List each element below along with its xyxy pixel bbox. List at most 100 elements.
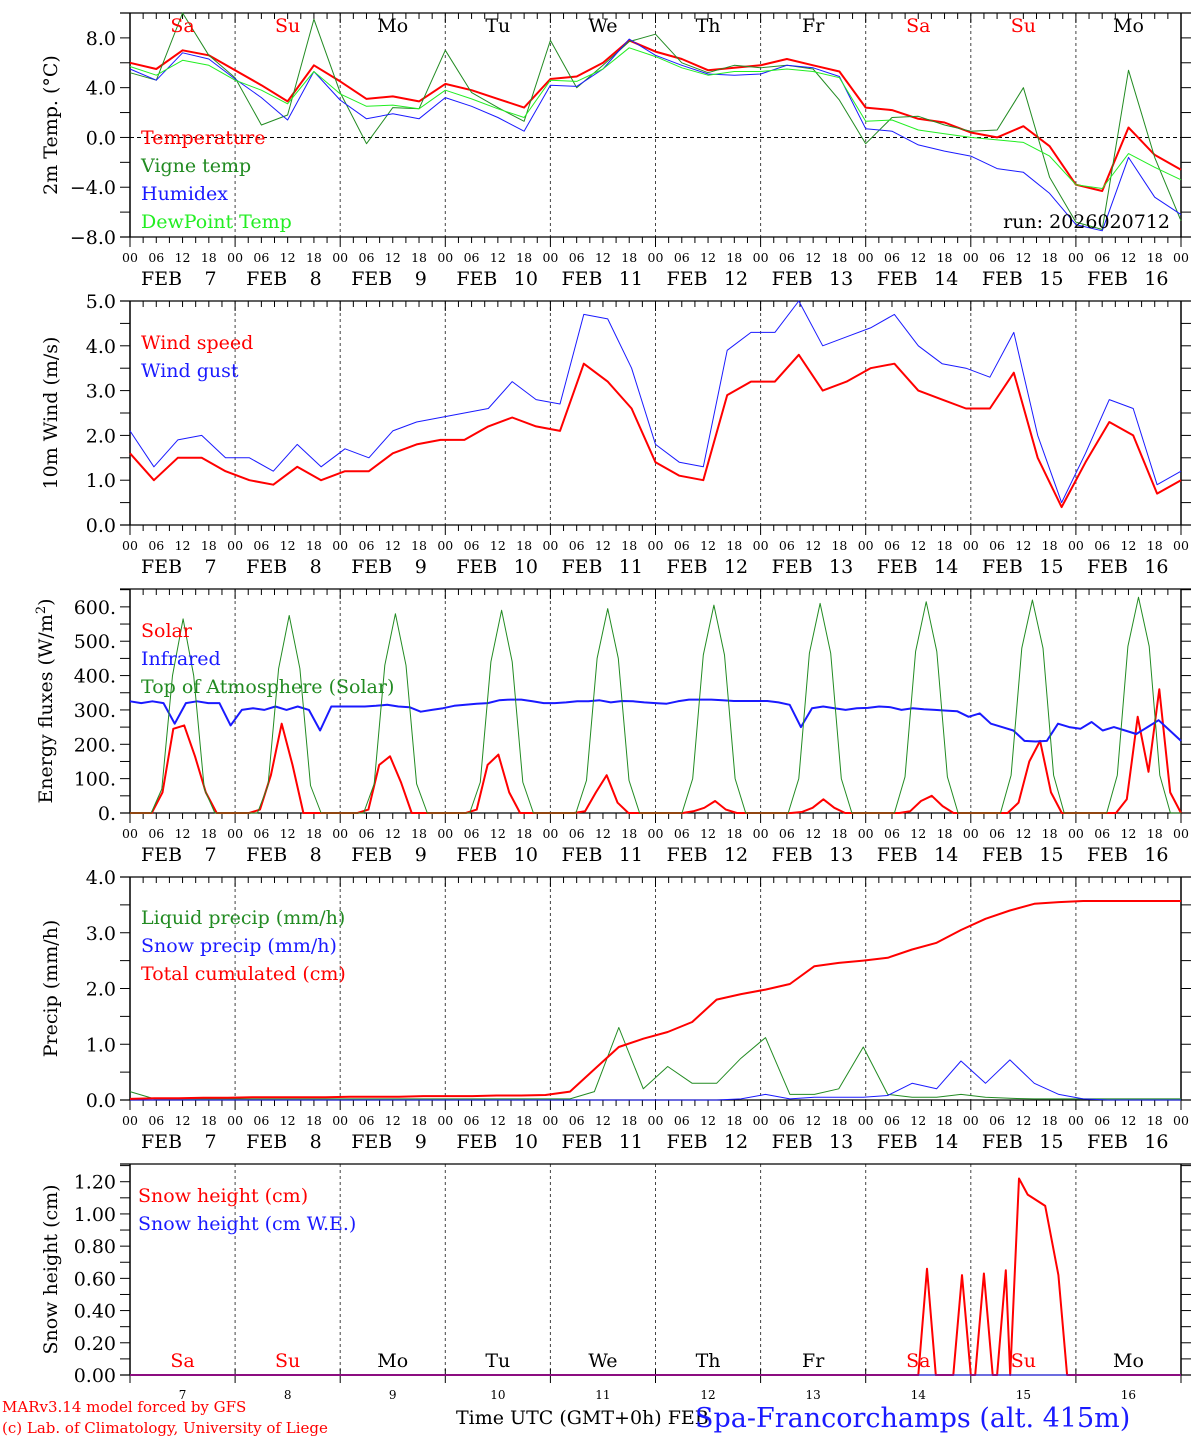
weekday-label: Sa <box>170 1350 194 1372</box>
y-tick-label: 3.0 <box>86 381 116 403</box>
month-label: FEB <box>561 844 602 866</box>
weekday-label: Sa <box>906 1350 930 1372</box>
hour-tick-label: 18 <box>621 1113 637 1128</box>
y-tick-label: 4.0 <box>86 78 116 100</box>
hour-tick-label: 00 <box>542 1113 558 1128</box>
weekday-label: Tu <box>485 15 510 37</box>
hour-tick-label: 12 <box>1120 826 1136 841</box>
hour-tick-label: 18 <box>937 538 953 553</box>
y-tick-label: 2.0 <box>86 979 116 1001</box>
hour-tick-label: 06 <box>674 250 690 265</box>
hour-tick-label: 12 <box>490 826 506 841</box>
hour-tick-label: 00 <box>542 826 558 841</box>
y-tick-label: 100. <box>74 769 116 791</box>
date-label: 13 <box>829 1131 853 1153</box>
date-label: 8 <box>284 1388 292 1402</box>
hour-tick-label: 18 <box>516 1113 532 1128</box>
hour-tick-label: 18 <box>306 538 322 553</box>
model-credit: MARv3.14 model forced by GFS <box>2 1398 247 1416</box>
weekday-label: We <box>588 1350 617 1372</box>
weekday-label: Sa <box>906 15 930 37</box>
date-label: 7 <box>205 844 217 866</box>
hour-tick-label: 18 <box>621 538 637 553</box>
hour-tick-label: 18 <box>516 826 532 841</box>
hour-tick-label: 12 <box>175 1113 191 1128</box>
hour-tick-label: 00 <box>1173 1113 1189 1128</box>
hour-tick-label: 12 <box>1015 1113 1031 1128</box>
hour-tick-label: 12 <box>490 538 506 553</box>
series-line-total-cumulated-cm <box>129 900 1181 1100</box>
hour-tick-label: 06 <box>1094 250 1110 265</box>
date-label: 12 <box>700 1388 715 1402</box>
hour-tick-label: 18 <box>621 250 637 265</box>
series-line-vigne-temp <box>129 12 1182 230</box>
y-tick-label: 600. <box>74 597 116 619</box>
date-label: 12 <box>724 844 748 866</box>
legend-entry: Solar <box>141 620 193 642</box>
date-label: 15 <box>1039 1131 1063 1153</box>
y-axis-label: 2m Temp. (°C) <box>40 55 62 195</box>
hour-tick-label: 06 <box>779 250 795 265</box>
hour-tick-label: 12 <box>280 538 296 553</box>
date-label: 14 <box>911 1388 927 1402</box>
hour-tick-label: 18 <box>1042 538 1058 553</box>
month-label: FEB <box>351 268 392 290</box>
y-tick-label: 4.0 <box>86 336 116 358</box>
hour-tick-label: 06 <box>359 250 375 265</box>
hour-tick-label: 12 <box>805 538 821 553</box>
weekday-label: Su <box>275 15 300 37</box>
month-label: FEB <box>877 268 918 290</box>
date-label: 16 <box>1144 1131 1168 1153</box>
hour-tick-label: 06 <box>779 1113 795 1128</box>
hour-tick-label: 06 <box>148 538 164 553</box>
date-label: 11 <box>619 556 643 578</box>
hour-tick-label: 12 <box>385 1113 401 1128</box>
series-line-wind-speed <box>129 353 1182 509</box>
hour-tick-label: 18 <box>1147 538 1163 553</box>
month-label: FEB <box>982 556 1023 578</box>
y-axis-label: Energy fluxes (W/m2) <box>34 598 57 803</box>
y-tick-label: 1.00 <box>74 1204 116 1226</box>
y-tick-label: 1.20 <box>74 1172 116 1194</box>
date-label: 15 <box>1039 268 1063 290</box>
superscript: 2 <box>34 606 49 614</box>
hour-tick-label: 00 <box>1068 250 1084 265</box>
hour-tick-label: 18 <box>201 250 217 265</box>
hour-tick-label: 12 <box>280 1113 296 1128</box>
hour-tick-label: 06 <box>148 826 164 841</box>
weekday-label: Fr <box>802 1350 825 1372</box>
hour-tick-label: 18 <box>411 826 427 841</box>
hour-tick-label: 00 <box>858 826 874 841</box>
hour-tick-label: 06 <box>884 826 900 841</box>
series-line-liquid-precip-mm-h <box>129 1027 1181 1100</box>
hour-tick-label: 18 <box>306 250 322 265</box>
legend-entry: Total cumulated (cm) <box>141 963 346 985</box>
hour-tick-label: 06 <box>884 250 900 265</box>
month-label: FEB <box>351 556 392 578</box>
hour-tick-label: 00 <box>1173 538 1189 553</box>
legend-entry: Wind speed <box>141 332 253 354</box>
legend-entry: Vigne temp <box>140 155 251 177</box>
hour-tick-label: 00 <box>332 538 348 553</box>
hour-tick-label: 06 <box>674 1113 690 1128</box>
month-label: FEB <box>667 268 708 290</box>
hour-tick-label: 18 <box>831 538 847 553</box>
hour-tick-label: 00 <box>1068 826 1084 841</box>
y-tick-label: 0.0 <box>86 515 116 537</box>
month-label: FEB <box>772 844 813 866</box>
hour-tick-label: 00 <box>963 1113 979 1128</box>
hour-tick-label: 06 <box>464 826 480 841</box>
month-label: FEB <box>246 844 287 866</box>
hour-tick-label: 18 <box>516 250 532 265</box>
date-label: 16 <box>1121 1388 1136 1402</box>
hour-tick-label: 18 <box>937 826 953 841</box>
hour-tick-label: 12 <box>910 538 926 553</box>
hour-tick-label: 00 <box>753 250 769 265</box>
hour-tick-label: 18 <box>411 1113 427 1128</box>
hour-tick-label: 00 <box>122 826 138 841</box>
weekday-label: Mo <box>1113 1350 1144 1372</box>
date-label: 14 <box>934 268 958 290</box>
weekday-label: Mo <box>1113 15 1144 37</box>
hour-tick-label: 12 <box>1015 538 1031 553</box>
hour-tick-label: 00 <box>648 250 664 265</box>
